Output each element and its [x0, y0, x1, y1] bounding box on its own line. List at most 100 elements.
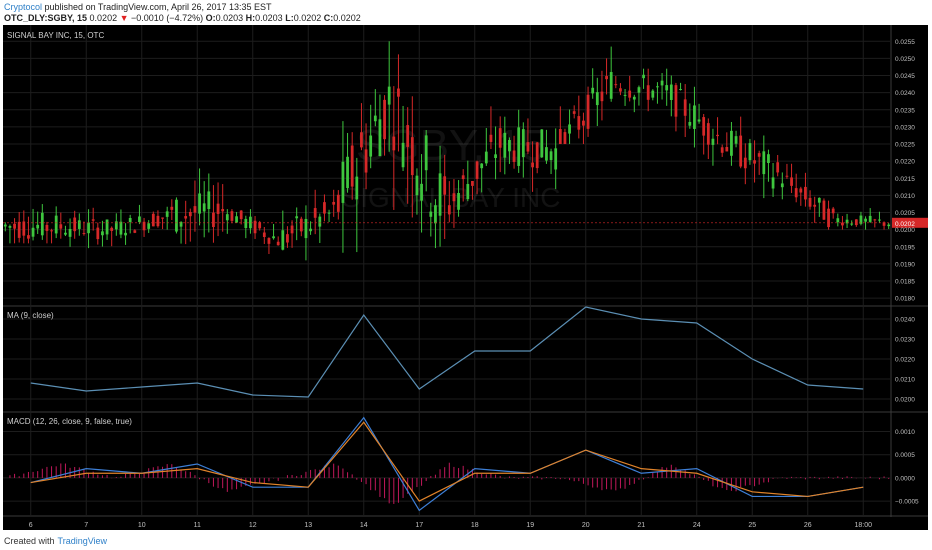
candle-body [54, 215, 58, 234]
candle-body [406, 125, 410, 147]
x-tick-label: 11 [194, 522, 201, 529]
candle-body [193, 206, 197, 213]
candle-body [230, 211, 234, 221]
chart-area[interactable]: SGBY, 15 SIGNAL BAY INC 0.0202 6 7 10 11 12 1… [3, 25, 928, 530]
candle-body [438, 173, 442, 216]
candle-body [184, 216, 188, 219]
candle-body [577, 116, 581, 130]
last-price: 0.0202 [89, 13, 118, 23]
candle-body [484, 151, 488, 164]
candle-body [688, 121, 692, 126]
candle-body [13, 223, 16, 229]
candle-body [471, 180, 474, 186]
x-tick-label: 21 [637, 522, 645, 529]
candle-body [138, 216, 141, 223]
candle-body [235, 216, 238, 223]
candle-body [434, 205, 437, 224]
y-tick-label: 0.0000 [895, 475, 915, 482]
macd-pane[interactable] [4, 416, 890, 512]
price-pane-title: SIGNAL BAY INC, 15, OTC [7, 31, 104, 40]
candle-body [332, 201, 336, 205]
candle-body [498, 128, 502, 148]
candle-body [808, 197, 812, 207]
footer: Created with TradingView [0, 531, 932, 550]
candle-body [87, 222, 90, 234]
candle-body [540, 129, 544, 158]
chart-svg[interactable]: SGBY, 15 SIGNAL BAY INC 0.0202 6 7 10 11 12 1… [3, 25, 928, 530]
candle-body [383, 99, 386, 140]
candle-body [475, 161, 479, 179]
change-down-icon: ▼ [119, 13, 129, 23]
high-label: H: [245, 13, 256, 23]
candle-body [96, 227, 100, 240]
candle-body [762, 151, 766, 175]
y-tick-label: 0.0240 [895, 90, 915, 97]
candle-body [401, 142, 405, 168]
candle-body [521, 129, 525, 158]
x-tick-label: 18 [471, 522, 479, 529]
candle-body [40, 212, 44, 236]
x-tick-label: 18:00 [854, 522, 872, 529]
open-value: 0.0203 [215, 13, 244, 23]
price-candles[interactable]: 0.0202 [3, 41, 928, 261]
candle-body [212, 212, 215, 228]
tradingview-logo-link[interactable]: TradingView [57, 536, 108, 546]
candle-body [623, 94, 627, 96]
author-link[interactable]: Cryptocol [4, 2, 43, 12]
candle-body [480, 163, 484, 169]
y-tick-label: 0.0180 [895, 296, 915, 303]
candle-body [582, 120, 585, 126]
y-tick-label: 0.0195 [895, 244, 915, 251]
candle-body [646, 85, 650, 100]
y-tick-label: 0.0230 [895, 337, 915, 344]
candle-body [142, 221, 146, 231]
candle-body [364, 149, 368, 173]
candle-body [27, 235, 30, 239]
candle-body [101, 231, 104, 236]
y-tick-label: 0.0200 [895, 227, 915, 234]
candle-body [790, 177, 793, 186]
candle-body [725, 146, 729, 152]
candle-body [31, 227, 35, 237]
macd-pane-title: MACD (12, 26, close, 9, false, true) [7, 417, 132, 426]
candle-body [397, 88, 400, 97]
candle-body [845, 219, 849, 224]
candle-body [369, 135, 373, 157]
candle-body [706, 123, 710, 145]
candle-body [864, 218, 867, 222]
candle-body [882, 222, 886, 226]
open-label: O: [205, 13, 216, 23]
candle-body [743, 157, 747, 169]
candle-body [387, 86, 391, 105]
candle-body [831, 208, 835, 214]
candle-body [221, 209, 225, 212]
close-label: C: [323, 13, 334, 23]
last-price-tag [892, 217, 928, 228]
candle-body [22, 221, 26, 236]
candle-body [198, 193, 201, 214]
candle-body [730, 130, 733, 156]
candle-body [443, 176, 447, 195]
y-tick-label: 0.0210 [895, 193, 915, 200]
y-tick-label: 0.0205 [895, 210, 915, 217]
candle-body [878, 219, 881, 221]
candle-body [175, 199, 178, 232]
y-tick-label: 0.0220 [895, 159, 915, 166]
publisher-line: Cryptocol published on TradingView.com, … [4, 2, 272, 12]
candle-body [207, 191, 211, 210]
candle-body [568, 124, 571, 134]
high-value: 0.0203 [255, 13, 283, 23]
candle-body [720, 147, 724, 153]
x-tick-label: 24 [693, 522, 701, 529]
ma-line [30, 306, 864, 398]
candle-body [637, 87, 641, 93]
candle-body [82, 233, 86, 235]
candle-body [660, 80, 664, 86]
x-tick-label: 25 [748, 522, 756, 529]
candle-body [276, 241, 280, 246]
candle-body [392, 136, 396, 151]
ma-pane[interactable] [30, 306, 864, 398]
candle-body [822, 200, 826, 220]
candle-body [656, 86, 659, 88]
y-tick-label: 0.0255 [895, 39, 915, 46]
